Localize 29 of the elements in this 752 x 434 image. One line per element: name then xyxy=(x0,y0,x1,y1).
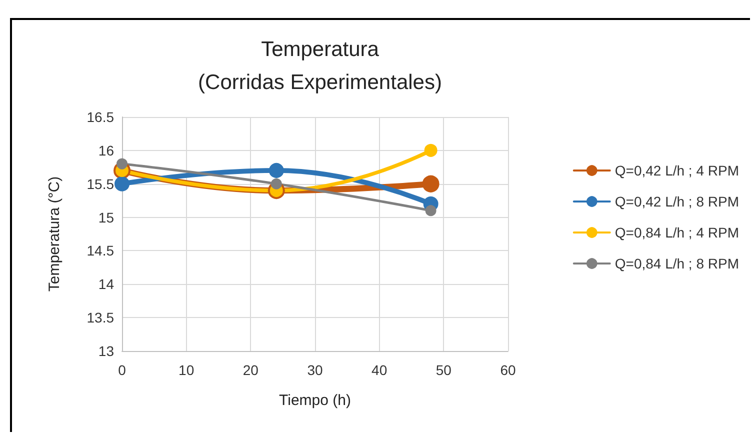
y-tick-label: 13 xyxy=(98,343,114,359)
chart-title: Temperatura (Corridas Experimentales) xyxy=(198,38,442,94)
x-axis-title: Tiempo (h) xyxy=(279,392,351,409)
y-tick-label: 14 xyxy=(98,276,114,292)
y-tick-label: 16 xyxy=(98,142,114,158)
legend-label: Q=0,42 L/h ; 8 RPM xyxy=(614,194,740,210)
x-tick-label: 50 xyxy=(436,362,452,378)
x-tick-label: 40 xyxy=(372,362,388,378)
y-tick-label: 15 xyxy=(98,209,114,226)
y-tick-label: 15.5 xyxy=(86,176,114,192)
x-tick-label: 0 xyxy=(118,362,126,378)
point xyxy=(425,205,436,216)
legend-label: Q=0,42 L/h ; 4 RPM xyxy=(614,162,740,178)
legend-label: Q=0,84 L/h ; 4 RPM xyxy=(614,224,740,240)
point xyxy=(422,175,440,192)
y-axis-title: Temperatura (°C) xyxy=(46,176,63,292)
point xyxy=(116,158,128,170)
x-tick-label: 60 xyxy=(500,362,516,378)
legend-label: Q=0,84 L/h ; 8 RPM xyxy=(614,256,740,272)
point xyxy=(270,178,282,190)
point xyxy=(114,176,130,192)
y-tick-label: 13.5 xyxy=(86,310,114,326)
x-tick-label: 20 xyxy=(242,362,259,378)
x-tick-label: 10 xyxy=(178,362,194,378)
x-tick-label: 30 xyxy=(307,362,323,378)
point xyxy=(424,144,438,157)
point xyxy=(268,162,284,178)
y-tick-label: 14.5 xyxy=(86,242,114,259)
y-tick-label: 16.5 xyxy=(86,109,114,125)
